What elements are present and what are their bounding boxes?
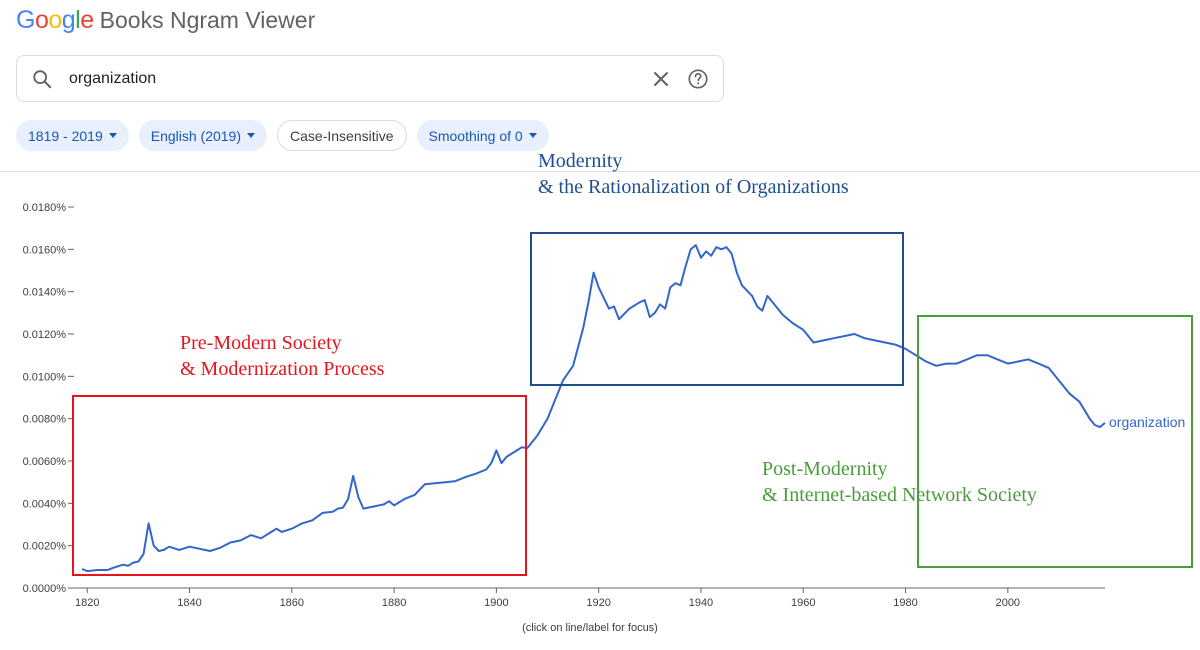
logo-letter: e	[80, 6, 94, 34]
y-tick-label: 0.0040%	[23, 498, 67, 510]
filter-chips: 1819 - 2019 English (2019) Case-Insensit…	[16, 120, 549, 151]
series-line-organization[interactable]	[81, 244, 1106, 573]
series-label[interactable]: organization	[1109, 414, 1185, 430]
annotation-box	[72, 395, 527, 576]
search-box[interactable]	[16, 55, 724, 102]
y-tick-label: 0.0180%	[23, 202, 67, 214]
caret-down-icon	[247, 133, 256, 138]
annotation-label: Modernity	[538, 150, 622, 172]
x-tick-label: 1940	[689, 597, 713, 609]
year-range-label: 1819 - 2019	[28, 127, 103, 144]
logo-letter: o	[48, 6, 62, 34]
annotation-label: & the Rationalization of Organizations	[538, 176, 849, 198]
smoothing-label: Smoothing of 0	[428, 127, 523, 144]
x-tick-label: 1840	[177, 597, 201, 609]
y-tick-label: 0.0020%	[23, 541, 67, 553]
x-tick-label: 1860	[280, 597, 304, 609]
logo-letter: g	[61, 6, 76, 34]
caret-down-icon	[108, 133, 117, 138]
corpus-label: English (2019)	[150, 127, 242, 144]
search-input[interactable]	[69, 65, 629, 93]
google-wordmark: Google	[16, 6, 94, 35]
y-tick-label: 0.0120%	[23, 329, 67, 341]
x-tick-label: 1980	[893, 597, 917, 609]
y-tick-label: 0.0000%	[23, 583, 67, 595]
close-icon[interactable]	[651, 69, 671, 89]
x-tick-label: 1880	[382, 597, 406, 609]
y-tick-label: 0.0160%	[23, 244, 67, 256]
chart-hint: (click on line/label for focus)	[522, 622, 658, 634]
x-tick-label: 2000	[996, 597, 1020, 609]
logo-letter: l	[75, 6, 81, 34]
product-name: Books Ngram Viewer	[99, 7, 316, 33]
annotation-box	[530, 232, 904, 386]
case-label: Case-Insensitive	[290, 127, 394, 144]
y-tick-label: 0.0060%	[23, 456, 67, 468]
annotation-label: Pre-Modern Society	[180, 332, 342, 354]
smoothing-dropdown[interactable]: Smoothing of 0	[416, 120, 549, 151]
caret-down-icon	[528, 133, 537, 138]
annotation-box	[917, 315, 1193, 568]
year-range-dropdown[interactable]: 1819 - 2019	[16, 120, 129, 151]
x-tick-label: 1960	[791, 597, 815, 609]
annotation-label: & Internet-based Network Society	[762, 484, 1037, 506]
case-insensitive-toggle[interactable]: Case-Insensitive	[277, 120, 407, 151]
header-divider	[0, 171, 1200, 172]
annotation-label: Post-Modernity	[762, 458, 888, 480]
y-tick-label: 0.0080%	[23, 414, 67, 426]
x-tick-label: 1900	[484, 597, 508, 609]
y-tick-label: 0.0140%	[23, 287, 67, 299]
help-icon[interactable]	[687, 68, 709, 90]
google-books-ngram-logo[interactable]: Google Books Ngram Viewer	[16, 6, 315, 38]
y-tick-label: 0.0100%	[23, 371, 67, 383]
x-tick-label: 1920	[586, 597, 610, 609]
logo-letter: G	[16, 6, 35, 34]
search-icon	[33, 70, 52, 89]
logo-letter: o	[34, 6, 49, 34]
corpus-dropdown[interactable]: English (2019)	[138, 120, 268, 151]
x-tick-label: 1820	[75, 597, 99, 609]
annotation-label: & Modernization Process	[180, 358, 385, 380]
